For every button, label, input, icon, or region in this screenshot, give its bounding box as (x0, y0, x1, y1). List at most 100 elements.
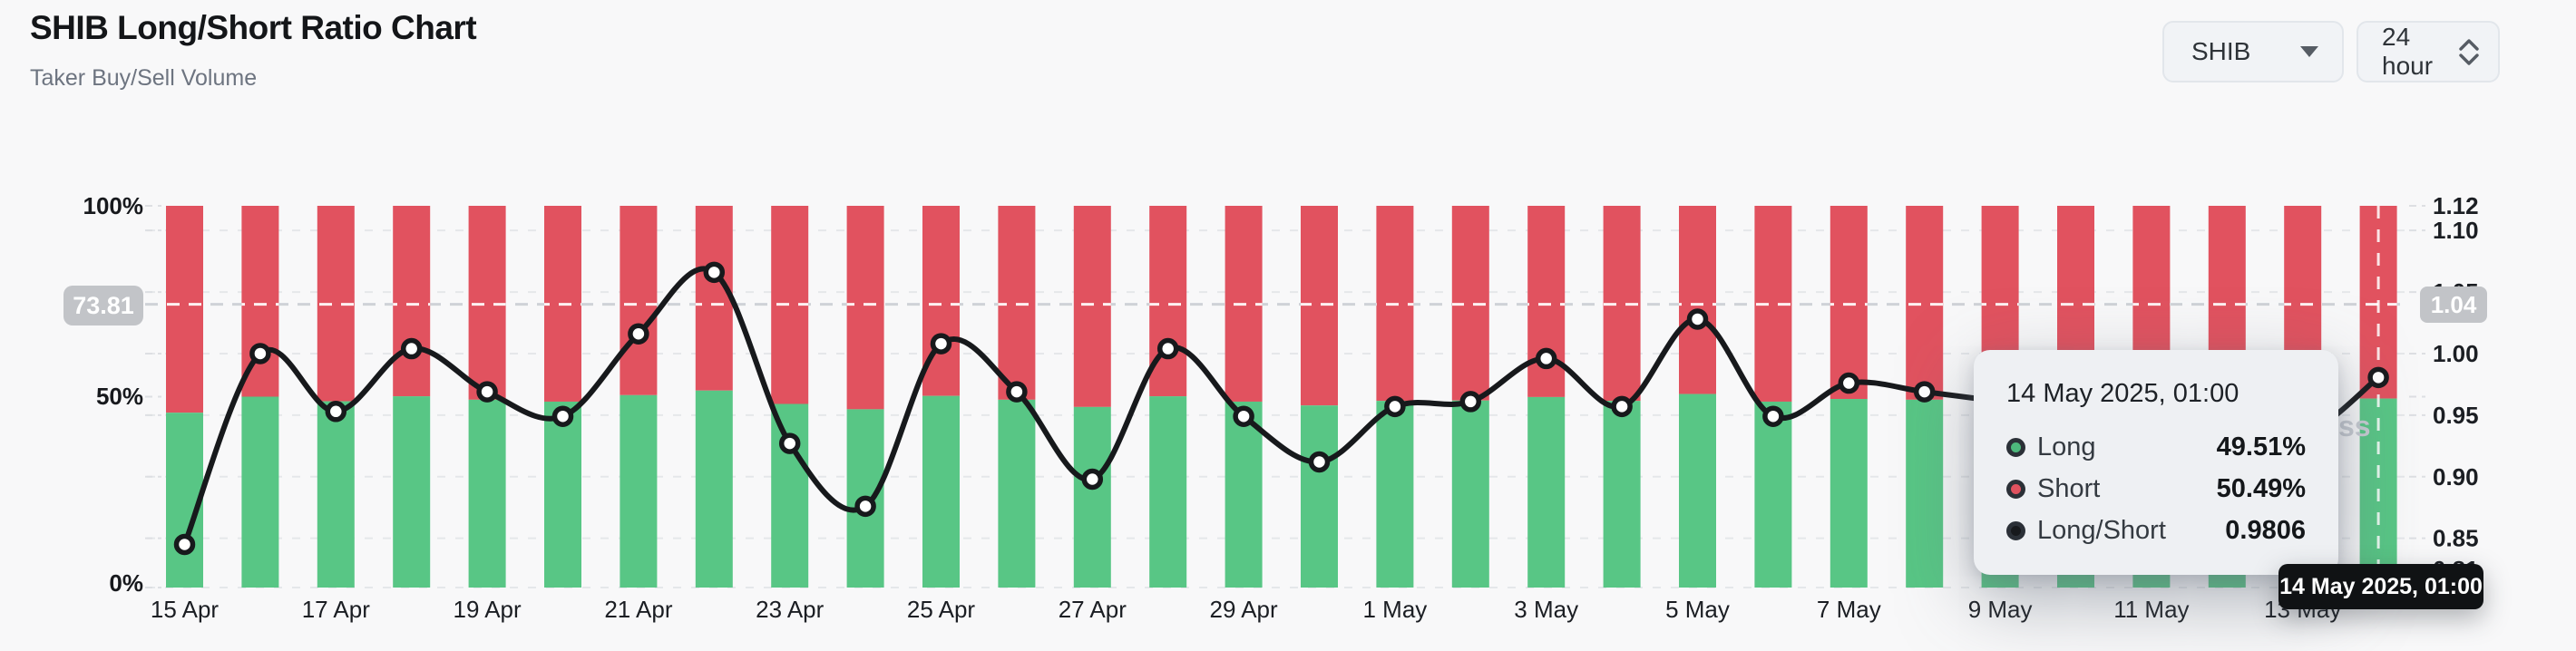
tooltip-date: 14 May 2025, 01:00 (2006, 379, 2239, 408)
ratio-point[interactable] (930, 333, 952, 355)
long-bar-segment[interactable] (1603, 401, 1641, 588)
interval-select-value: 24 hour (2382, 23, 2434, 80)
long-bar-segment[interactable] (771, 403, 809, 588)
x-axis-label: 29 Apr (1210, 596, 1279, 623)
ratio-point[interactable] (1535, 347, 1557, 370)
ratio-point[interactable] (249, 343, 271, 364)
ratio-point[interactable] (1233, 405, 1254, 427)
ratio-point[interactable] (1459, 391, 1482, 413)
ratio-point[interactable] (1762, 405, 1784, 427)
tooltip-long-value: 49.51% (2216, 432, 2306, 462)
crosshair-left-axis-badge: 73.81 (63, 286, 143, 326)
crosshair-right-axis-badge: 1.04 (2420, 287, 2487, 323)
long-bar-segment[interactable] (544, 401, 581, 588)
long-bar-segment[interactable] (1527, 396, 1566, 588)
long-bar-segment[interactable] (317, 401, 355, 588)
ratio-point[interactable] (778, 432, 801, 454)
ratio-point[interactable] (2367, 366, 2389, 389)
long-bar-segment[interactable] (241, 396, 279, 588)
x-axis-label: 25 Apr (907, 596, 976, 623)
ratio-line (181, 266, 2382, 548)
x-axis-label: 1 May (1362, 596, 1427, 623)
ratio-point[interactable] (325, 401, 347, 423)
short-legend-dot-icon (2006, 480, 2025, 499)
right-axis-label: 0.85 (2433, 525, 2479, 552)
long-bar-segment[interactable] (468, 399, 506, 588)
ratio-point[interactable] (1686, 308, 1709, 330)
x-axis-label: 27 Apr (1059, 596, 1127, 623)
long-bar-segment[interactable] (922, 395, 960, 588)
long-bar-segment[interactable] (1073, 406, 1111, 588)
tooltip-ratio-value: 0.9806 (2225, 516, 2306, 545)
long-bar-segment[interactable] (1451, 400, 1489, 588)
short-bar-segment[interactable] (393, 206, 431, 397)
long-bar-segment[interactable] (1376, 401, 1414, 588)
short-bar-segment[interactable] (1906, 206, 1944, 400)
symbol-select[interactable]: SHIB (2162, 21, 2344, 83)
tooltip-row-ratio: Long/Short 0.9806 (2006, 516, 2306, 546)
interval-select[interactable]: 24 hour (2356, 21, 2500, 83)
long-bar-segment[interactable] (393, 396, 431, 588)
ratio-point[interactable] (400, 337, 423, 360)
chart-tooltip: 14 May 2025, 01:00 Long 49.51% Short 50.… (1974, 350, 2338, 575)
long-bar-segment[interactable] (1754, 401, 1792, 588)
long-bar-segment[interactable] (998, 399, 1036, 588)
x-axis-label: 21 Apr (604, 596, 673, 623)
x-axis-label: 5 May (1665, 596, 1730, 623)
short-bar-segment[interactable] (1149, 206, 1187, 397)
tooltip-ratio-label: Long/Short (2037, 516, 2166, 545)
right-axis-label: 1.00 (2433, 340, 2479, 367)
left-axis-label: 50% (96, 383, 143, 410)
long-bar-segment[interactable] (620, 394, 658, 588)
x-axis-label: 15 Apr (151, 596, 220, 623)
chevron-down-icon (2300, 46, 2318, 57)
short-bar-segment[interactable] (620, 206, 658, 395)
ratio-point[interactable] (476, 381, 498, 403)
long-bar-segment[interactable] (1149, 396, 1187, 588)
ratio-point[interactable] (1308, 451, 1331, 473)
x-axis-label: 11 May (2113, 596, 2189, 623)
page-title: SHIB Long/Short Ratio Chart (30, 9, 477, 46)
right-axis-label: 0.90 (2433, 463, 2479, 491)
watermark: ss (2338, 410, 2371, 442)
long-bar-segment[interactable] (1679, 394, 1716, 588)
short-bar-segment[interactable] (998, 206, 1036, 400)
short-bar-segment[interactable] (695, 206, 733, 391)
ratio-point[interactable] (1838, 372, 1860, 394)
long-bar-segment[interactable] (1906, 399, 1944, 588)
x-axis-label: 3 May (1514, 596, 1578, 623)
long-bar-segment[interactable] (1225, 401, 1263, 588)
short-bar-segment[interactable] (846, 206, 884, 410)
x-axis-label: 17 Apr (302, 596, 371, 623)
ratio-point[interactable] (1611, 395, 1633, 418)
short-bar-segment[interactable] (1679, 206, 1716, 394)
short-bar-segment[interactable] (241, 206, 279, 397)
short-bar-segment[interactable] (468, 206, 506, 400)
left-axis-label: 100% (83, 192, 144, 219)
ratio-point[interactable] (1081, 468, 1104, 491)
ratio-point[interactable] (1156, 337, 1179, 360)
tooltip-row-long: Long 49.51% (2006, 432, 2306, 462)
ratio-point[interactable] (1913, 381, 1936, 403)
ratio-point[interactable] (628, 323, 649, 345)
page-subtitle: Taker Buy/Sell Volume (30, 65, 258, 91)
x-axis-label: 7 May (1817, 596, 1881, 623)
ratio-point[interactable] (1384, 395, 1406, 418)
x-axis-label: 23 Apr (756, 596, 825, 623)
long-bar-segment[interactable] (1830, 399, 1868, 588)
ratio-point[interactable] (551, 405, 574, 427)
long-bar-segment[interactable] (695, 390, 733, 588)
ratio-point[interactable] (1006, 381, 1028, 403)
ratio-point[interactable] (703, 261, 726, 284)
long-bar-segment[interactable] (1301, 405, 1338, 588)
ratio-point[interactable] (854, 495, 876, 518)
tooltip-short-value: 50.49% (2216, 474, 2306, 503)
short-bar-segment[interactable] (1073, 206, 1111, 407)
long-legend-dot-icon (2006, 438, 2025, 457)
ratio-point[interactable] (173, 533, 196, 556)
ratio-legend-dot-icon (2006, 521, 2025, 540)
right-axis-label: 0.95 (2433, 402, 2479, 429)
short-bar-segment[interactable] (166, 206, 203, 413)
short-bar-segment[interactable] (1830, 206, 1868, 400)
